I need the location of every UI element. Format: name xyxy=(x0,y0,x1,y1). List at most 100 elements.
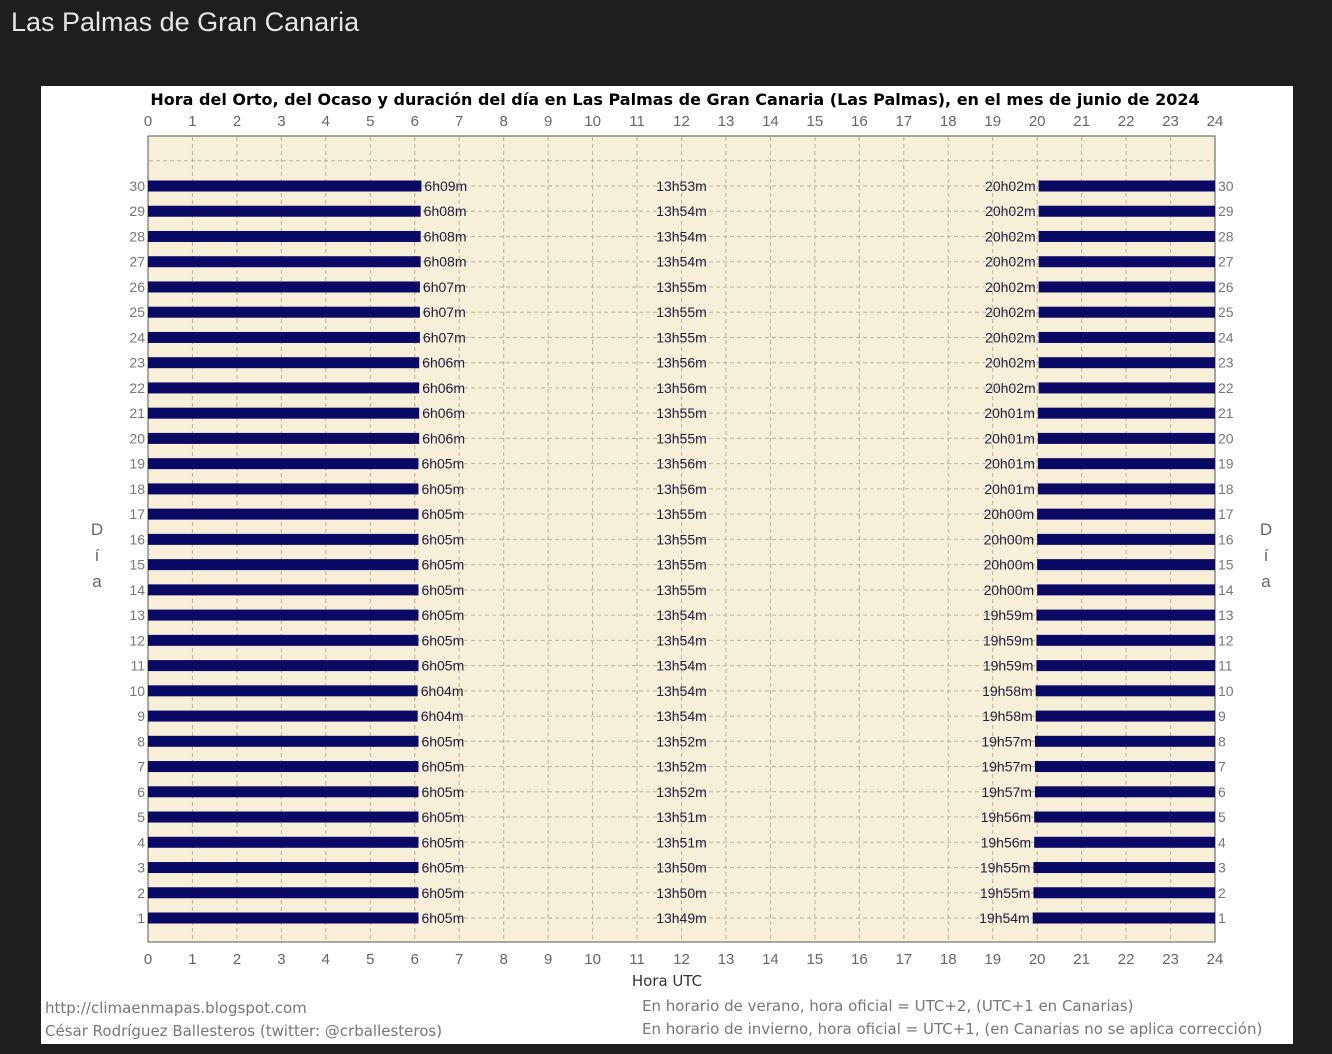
sunset-label: 19h59m xyxy=(983,658,1034,674)
day-tick-right: 22 xyxy=(1218,380,1234,396)
sunset-label: 19h58m xyxy=(982,708,1033,724)
sunrise-label: 6h05m xyxy=(421,784,464,800)
day-length-label: 13h54m xyxy=(656,228,707,244)
sunrise-label: 6h05m xyxy=(421,885,464,901)
author-credit: César Rodríguez Ballesteros (twitter: @c… xyxy=(45,1022,443,1040)
day-tick-right: 4 xyxy=(1218,834,1226,850)
sunset-label: 19h54m xyxy=(979,910,1030,926)
sunrise-label: 6h05m xyxy=(421,860,464,876)
hour-tick-top: 17 xyxy=(895,113,912,130)
sunrise-label: 6h04m xyxy=(421,708,464,724)
sunset-label: 20h02m xyxy=(985,228,1036,244)
day-length-label: 13h56m xyxy=(656,380,707,396)
night-bar-after-sunset xyxy=(1034,761,1215,773)
sunrise-label: 6h05m xyxy=(421,632,464,648)
sunset-label: 20h01m xyxy=(984,430,1035,446)
night-bar-before-sunrise xyxy=(148,836,419,848)
day-tick-left: 18 xyxy=(129,481,145,497)
night-bar-after-sunset xyxy=(1038,281,1215,293)
night-bar-before-sunrise xyxy=(148,407,420,419)
day-length-label: 13h54m xyxy=(656,254,707,270)
night-bar-after-sunset xyxy=(1034,811,1215,823)
night-bar-after-sunset xyxy=(1038,256,1215,268)
sunrise-label: 6h06m xyxy=(422,430,465,446)
sunrise-sunset-chart: Hora del Orto, del Ocaso y duración del … xyxy=(91,90,1272,990)
hour-tick-top: 19 xyxy=(984,113,1001,130)
night-bar-after-sunset xyxy=(1037,458,1215,470)
summer-time-note: En horario de verano, hora oficial = UTC… xyxy=(642,997,1134,1015)
day-tick-left: 11 xyxy=(130,658,145,674)
day-length-label: 13h50m xyxy=(656,860,707,876)
sunrise-label: 6h05m xyxy=(421,506,464,522)
chart-container: Hora del Orto, del Ocaso y duración del … xyxy=(41,86,1293,1044)
night-bar-before-sunrise xyxy=(148,912,419,924)
day-length-label: 13h55m xyxy=(656,304,707,320)
day-length-label: 13h54m xyxy=(656,203,707,219)
hour-tick-bottom: 2 xyxy=(233,951,241,968)
night-bar-after-sunset xyxy=(1038,382,1215,394)
day-tick-left: 5 xyxy=(137,809,145,825)
day-tick-right: 29 xyxy=(1218,203,1234,219)
night-bar-before-sunrise xyxy=(148,761,419,773)
day-tick-right: 16 xyxy=(1218,531,1234,547)
hour-tick-top: 23 xyxy=(1162,113,1179,130)
hour-tick-bottom: 3 xyxy=(277,951,285,968)
day-tick-left: 8 xyxy=(137,733,145,749)
day-length-label: 13h52m xyxy=(656,733,707,749)
sunrise-label: 6h04m xyxy=(421,683,464,699)
hour-tick-bottom: 15 xyxy=(807,951,824,968)
night-bar-after-sunset xyxy=(1037,508,1215,520)
sunrise-label: 6h05m xyxy=(421,456,464,472)
night-bar-before-sunrise xyxy=(148,710,418,722)
sunrise-label: 6h06m xyxy=(422,405,465,421)
day-tick-right: 7 xyxy=(1218,759,1226,775)
day-tick-left: 17 xyxy=(129,506,145,522)
day-tick-right: 28 xyxy=(1218,228,1234,244)
sunrise-label: 6h05m xyxy=(421,910,464,926)
sunrise-label: 6h08m xyxy=(424,228,467,244)
day-tick-right: 25 xyxy=(1218,304,1234,320)
sunset-label: 20h02m xyxy=(985,329,1036,345)
day-tick-right: 9 xyxy=(1218,708,1226,724)
winter-time-note: En horario de invierno, hora oficial = U… xyxy=(642,1020,1263,1038)
day-tick-left: 28 xyxy=(129,228,145,244)
sunset-label: 20h00m xyxy=(984,506,1035,522)
day-length-label: 13h51m xyxy=(656,809,707,825)
sunset-label: 20h02m xyxy=(985,304,1036,320)
day-tick-right: 2 xyxy=(1218,885,1226,901)
night-bar-before-sunrise xyxy=(148,811,419,823)
day-length-label: 13h53m xyxy=(656,178,707,194)
day-tick-right: 15 xyxy=(1218,557,1234,573)
night-bar-before-sunrise xyxy=(148,634,419,646)
day-length-label: 13h55m xyxy=(656,506,707,522)
day-tick-left: 3 xyxy=(137,860,145,876)
sunrise-label: 6h05m xyxy=(421,834,464,850)
day-length-label: 13h54m xyxy=(656,632,707,648)
night-bar-after-sunset xyxy=(1037,407,1215,419)
hour-tick-bottom: 6 xyxy=(411,951,419,968)
day-tick-left: 26 xyxy=(129,279,145,295)
hour-tick-top: 13 xyxy=(718,113,735,130)
night-bar-after-sunset xyxy=(1034,836,1215,848)
night-bar-after-sunset xyxy=(1037,559,1215,571)
day-length-label: 13h55m xyxy=(656,531,707,547)
sunrise-label: 6h07m xyxy=(423,279,466,295)
night-bar-before-sunrise xyxy=(148,458,419,470)
day-tick-right: 6 xyxy=(1218,784,1226,800)
sunset-label: 19h59m xyxy=(983,607,1034,623)
night-bar-before-sunrise xyxy=(148,357,420,369)
hour-tick-top: 14 xyxy=(762,113,779,130)
hour-tick-top: 3 xyxy=(277,113,285,130)
day-tick-left: 23 xyxy=(129,355,145,371)
data-labels: 6h05m 13h49m 19h54m 6h05m 13h50m 19h55m 6h05m 1… xyxy=(421,178,1036,926)
sunset-label: 20h01m xyxy=(984,405,1035,421)
sunrise-label: 6h05m xyxy=(421,759,464,775)
hour-tick-bottom: 21 xyxy=(1073,951,1090,968)
day-length-label: 13h56m xyxy=(656,456,707,472)
night-bar-after-sunset xyxy=(1034,786,1215,798)
night-bar-after-sunset xyxy=(1037,432,1215,444)
day-tick-left: 21 xyxy=(129,405,145,421)
page-title: Las Palmas de Gran Canaria xyxy=(11,7,360,37)
